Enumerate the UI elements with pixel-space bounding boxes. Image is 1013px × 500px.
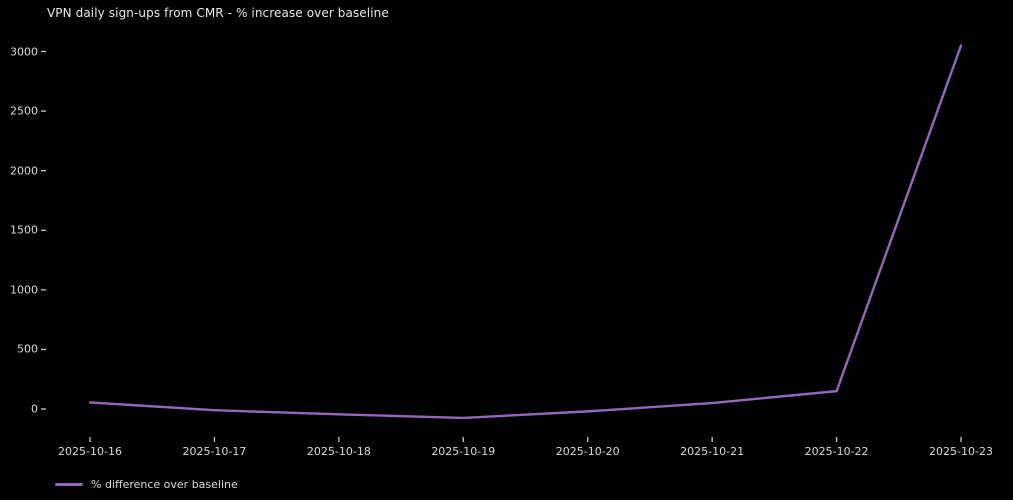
y-tick-label: 2500: [10, 104, 38, 118]
chart-title: VPN daily sign-ups from CMR - % increase…: [47, 6, 389, 20]
x-tick-label: 2025-10-19: [431, 445, 496, 458]
legend: % difference over baseline: [55, 476, 238, 492]
legend-line-swatch: [55, 482, 83, 486]
x-tick-label: 2025-10-16: [58, 445, 122, 458]
x-tick-label: 2025-10-17: [182, 445, 247, 458]
x-tick-label: 2025-10-18: [306, 445, 371, 458]
x-tick-label: 2025-10-21: [680, 445, 745, 458]
x-tick-label: 2025-10-20: [555, 445, 620, 458]
y-tick-label: 500: [17, 342, 38, 356]
x-tick-label: 2025-10-22: [804, 445, 869, 458]
y-tick-label: 3000: [10, 45, 38, 58]
y-tick-label: 1000: [10, 283, 38, 297]
legend-label: % difference over baseline: [91, 477, 238, 491]
y-tick-label: 0: [31, 402, 38, 416]
series-line: [88, 44, 963, 420]
y-tick-label: 1500: [10, 223, 38, 237]
x-tick-label: 2025-10-23: [929, 445, 993, 458]
y-tick-label: 2000: [10, 164, 38, 178]
